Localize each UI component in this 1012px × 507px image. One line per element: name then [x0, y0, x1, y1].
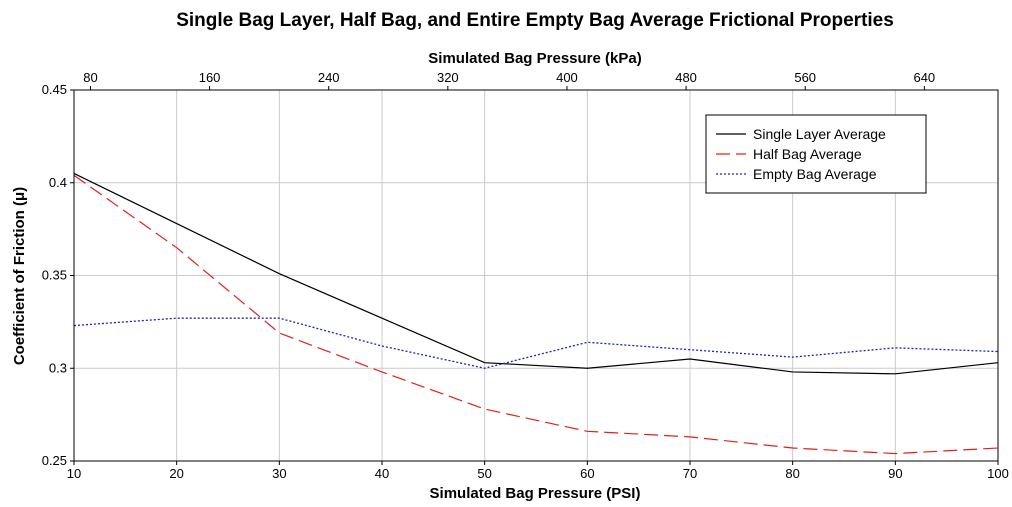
x-tick-label: 10: [67, 466, 81, 481]
series-line-empty-bag-average: [73, 317, 999, 369]
top-tick-label: 640: [913, 70, 935, 85]
x-tick-label: 20: [169, 466, 183, 481]
top-tick-label: 560: [794, 70, 816, 85]
y-tick-label: 0.25: [42, 453, 67, 468]
y-axis-title: Coefficient of Friction (μ): [11, 187, 28, 365]
legend: Single Layer Average Half Bag Average Empt…: [705, 114, 927, 194]
series-line-half-bag-average: [73, 174, 999, 455]
top-tick-label: 480: [675, 70, 697, 85]
x-tick-label: 90: [888, 466, 902, 481]
x-tick-label: 80: [785, 466, 799, 481]
x-tick-label: 60: [580, 466, 594, 481]
x-axis-title: Simulated Bag Pressure (PSI): [430, 485, 641, 502]
series-line-single-layer-average: [73, 172, 999, 375]
chart-title: Single Bag Layer, Half Bag, and Entire E…: [176, 10, 894, 31]
y-tick-label: 0.3: [49, 360, 67, 375]
top-tick-label: 400: [556, 70, 578, 85]
x-tick-label: 70: [683, 466, 697, 481]
x-tick-label: 40: [375, 466, 389, 481]
x-tick-label: 100: [987, 466, 1009, 481]
legend-label: Empty Bag Average: [753, 166, 877, 182]
y-tick-label: 0.4: [49, 175, 67, 190]
top-tick-label: 320: [437, 70, 459, 85]
top-tick-label: 160: [199, 70, 221, 85]
x-tick-label: 50: [477, 466, 491, 481]
y-tick-label: 0.35: [42, 268, 67, 283]
x-tick-label: 30: [272, 466, 286, 481]
series-lines: [73, 172, 999, 455]
y-tick-label: 0.45: [42, 82, 67, 97]
top-tick-label: 80: [83, 70, 97, 85]
top-tick-label: 240: [318, 70, 340, 85]
legend-label: Single Layer Average: [753, 126, 886, 142]
plot-area-frame: [73, 89, 999, 462]
tick-labels: 10 20 30 40 50 60 70 80 90 100 80 160 240 320 400 480 56…: [42, 70, 1009, 481]
legend-label: Half Bag Average: [753, 146, 862, 162]
top-axis-title: Simulated Bag Pressure (kPa): [428, 50, 641, 67]
